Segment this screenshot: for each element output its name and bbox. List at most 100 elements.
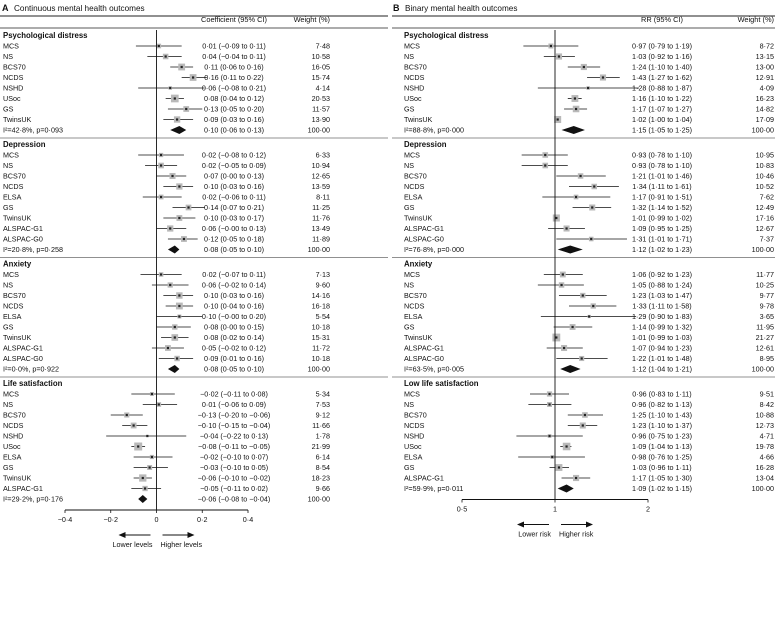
- weight-value: 11·66: [312, 421, 330, 430]
- point-estimate: [159, 273, 163, 276]
- estimate-ci-text: 0·08 (0·04 to 0·12): [204, 94, 264, 103]
- estimate-ci-text: 1·02 (1·00 to 1·04): [632, 115, 692, 124]
- estimate-ci-text: 0·08 (0·02 to 0·14): [204, 333, 264, 342]
- study-label: BCS70: [404, 291, 427, 300]
- point-estimate: [549, 44, 553, 48]
- weight-value: 11·25: [312, 203, 330, 212]
- estimate-ci-text: 0·02 (−0·06 to 0·11): [202, 193, 266, 202]
- study-label: NS: [404, 161, 414, 170]
- point-estimate: [581, 424, 584, 427]
- study-label: ELSA: [404, 312, 423, 321]
- weight-value: 5·34: [316, 390, 330, 399]
- point-estimate: [581, 294, 584, 297]
- weight-value: 17·16: [756, 214, 774, 223]
- estimate-ci-text: 0·98 (0·76 to 1·25): [632, 453, 692, 462]
- weight-value: 12·61: [756, 344, 774, 353]
- point-estimate: [565, 227, 568, 230]
- weight-value: 15·74: [312, 73, 330, 82]
- point-estimate: [601, 76, 605, 79]
- study-label: NS: [3, 281, 13, 290]
- estimate-ci-text: 1·12 (1·04 to 1·21): [632, 365, 692, 374]
- study-label: GS: [3, 203, 14, 212]
- study-label: NCDS: [404, 182, 425, 191]
- group-title: Low life satisfaction: [404, 379, 479, 388]
- weight-value: 100·00: [308, 126, 330, 135]
- point-estimate: [562, 346, 566, 350]
- study-label: BCS70: [3, 172, 26, 181]
- study-label: BCS70: [3, 411, 26, 420]
- x-tick-label: 1: [553, 505, 557, 514]
- estimate-ci-text: 0·08 (0·00 to 0·15): [204, 323, 264, 332]
- weight-column-header: Weight (%): [294, 15, 330, 24]
- estimate-ci-text: 1·21 (1·01 to 1·46): [632, 172, 692, 181]
- estimate-ci-text: 0·16 (0·11 to 0·22): [204, 73, 263, 82]
- weight-value: 10·52: [756, 182, 774, 191]
- heterogeneity-stat: I²=63·5%, p=0·005: [404, 365, 464, 374]
- weight-value: 10·95: [756, 151, 774, 160]
- estimate-ci-text: 1·32 (1·14 to 1·52): [632, 203, 692, 212]
- study-label: NCDS: [3, 302, 24, 311]
- weight-value: 7·62: [760, 193, 774, 202]
- study-label: NCDS: [3, 73, 24, 82]
- heterogeneity-stat: I²=76·8%, p=0·000: [404, 245, 464, 254]
- study-label: ALSPAC-G1: [3, 344, 43, 353]
- weight-value: 10·88: [756, 411, 774, 420]
- pooled-diamond: [561, 126, 585, 134]
- point-estimate: [132, 424, 135, 427]
- study-label: GS: [3, 323, 14, 332]
- study-label: GS: [3, 463, 14, 472]
- point-estimate: [157, 44, 160, 48]
- point-estimate: [556, 118, 559, 121]
- estimate-ci-text: 1·29 (0·90 to 1·83): [632, 312, 692, 321]
- study-label: GS: [3, 105, 14, 114]
- heterogeneity-stat: I²=0·0%, p=0·922: [3, 365, 59, 374]
- study-label: NS: [404, 281, 414, 290]
- estimate-ci-text: 1·14 (0·99 to 1·32): [632, 323, 692, 332]
- point-estimate: [587, 86, 590, 90]
- weight-column-header: Weight (%): [738, 15, 774, 24]
- estimate-ci-text: 0·13 (0·05 to 0·20): [204, 105, 264, 114]
- study-label: ALSPAC-G0: [3, 235, 43, 244]
- study-label: TwinsUK: [3, 214, 32, 223]
- pooled-diamond: [560, 365, 581, 373]
- estimate-ci-text: 0·12 (0·05 to 0·18): [204, 235, 264, 244]
- estimate-ci-text: 0·10 (0·03 to 0·16): [204, 291, 264, 300]
- pooled-diamond: [138, 495, 148, 503]
- estimate-ci-text: 0·05 (−0·02 to 0·12): [202, 344, 266, 353]
- point-estimate: [588, 315, 591, 318]
- estimate-ci-text: −0·04 (−0·22 to 0·13): [200, 432, 268, 441]
- estimate-ci-text: 1·03 (0·92 to 1·16): [632, 52, 692, 61]
- point-estimate: [175, 118, 179, 121]
- weight-value: 13·15: [756, 52, 774, 61]
- x-tick-label: 2: [646, 505, 650, 514]
- estimate-ci-text: −0·02 (−0·11 to 0·08): [200, 390, 268, 399]
- weight-value: 12·65: [312, 172, 330, 181]
- estimate-ci-text: 0·10 (0·04 to 0·16): [204, 302, 264, 311]
- left-direction-label: Lower levels: [113, 540, 153, 549]
- weight-value: 7·48: [316, 42, 330, 51]
- point-estimate: [178, 216, 181, 220]
- study-label: NS: [3, 161, 13, 170]
- point-estimate: [178, 185, 181, 188]
- estimate-ci-text: 1·33 (1·11 to 1·58): [632, 302, 691, 311]
- estimate-ci-text: 0·02 (−0·05 to 0·09): [202, 161, 266, 170]
- study-label: NCDS: [404, 421, 425, 430]
- estimate-ci-text: 0·93 (0·78 to 1·10): [632, 161, 692, 170]
- estimate-ci-text: 1·01 (0·99 to 1·03): [632, 333, 692, 342]
- weight-value: 16·23: [756, 94, 774, 103]
- weight-value: 14·16: [312, 291, 330, 300]
- weight-value: 5·54: [316, 312, 330, 321]
- right-direction-label: Higher risk: [559, 530, 594, 539]
- point-estimate: [178, 294, 181, 297]
- study-label: NS: [404, 52, 414, 61]
- estimate-ci-text: 1·09 (1·04 to 1·13): [632, 442, 692, 451]
- weight-value: 3·65: [760, 312, 774, 321]
- point-estimate: [548, 434, 551, 438]
- right-direction-label: Higher levels: [161, 540, 203, 549]
- weight-value: 14·82: [756, 105, 774, 114]
- weight-value: 20·53: [312, 94, 330, 103]
- point-estimate: [582, 65, 585, 69]
- point-estimate: [159, 164, 163, 167]
- weight-value: 13·90: [312, 115, 330, 124]
- point-estimate: [557, 466, 561, 469]
